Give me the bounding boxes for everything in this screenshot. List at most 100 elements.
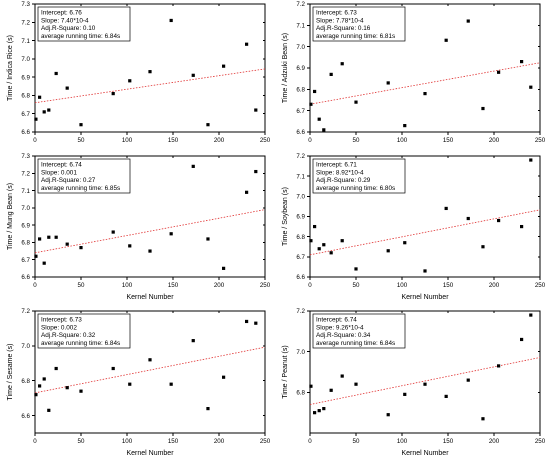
stats-line: average running time: 6.85s xyxy=(41,185,120,192)
data-point xyxy=(254,108,258,112)
stats-line: Intercept: 6.71 xyxy=(316,162,357,169)
x-tick-label: 100 xyxy=(397,438,408,445)
data-point xyxy=(481,106,485,111)
y-axis-label: Time / Indica Rice (s) xyxy=(7,35,14,101)
y-tick-label: 6.8 xyxy=(21,240,30,247)
x-tick-label: 150 xyxy=(168,137,179,144)
y-tick-label: 7.0 xyxy=(296,44,305,51)
x-tick-label: 200 xyxy=(489,137,500,144)
data-point xyxy=(466,19,470,23)
stats-line: average running time: 6.81s xyxy=(316,33,395,40)
y-tick-label: 7.2 xyxy=(21,308,30,315)
y-tick-label: 6.9 xyxy=(296,65,305,72)
scatter-panel-1: 0 50 100 150 200 250 6.6 6.7 6.8 6.9 7.0 7.1 7.2 7.3 T… xyxy=(7,1,271,144)
stats-line: Intercept: 6.73 xyxy=(41,317,82,324)
scatter-panel-3: 0 50 100 150 200 250 6.6 6.7 6.8 6.9 7.0 7.1 7.2 7.3 T… xyxy=(7,153,271,301)
data-point xyxy=(169,18,173,23)
data-point xyxy=(354,382,358,386)
data-point xyxy=(309,239,313,243)
x-axis-label: Kernel Number xyxy=(401,450,449,457)
data-point xyxy=(54,366,58,371)
x-tick-label: 250 xyxy=(535,137,546,144)
y-axis-label: Time / Adzuki Bean (s) xyxy=(282,33,289,103)
x-tick-label: 100 xyxy=(397,282,408,289)
x-axis-label: Kernel Number xyxy=(401,294,449,301)
data-point xyxy=(191,73,195,77)
data-point xyxy=(313,224,317,229)
plot-frame xyxy=(34,155,266,278)
y-tick-label: 7.2 xyxy=(21,19,30,26)
y-tick-label: 6.7 xyxy=(21,257,30,264)
x-tick-label: 0 xyxy=(308,438,312,445)
stats-line: Intercept: 6.74 xyxy=(41,162,82,169)
data-point xyxy=(329,388,333,392)
y-axis-label: Time / Peanut (s) xyxy=(282,345,289,398)
data-point xyxy=(529,85,533,89)
stats-box xyxy=(37,158,131,194)
data-point xyxy=(529,158,533,162)
y-tick-label: 6.8 xyxy=(296,87,305,94)
data-point xyxy=(65,86,69,90)
data-point xyxy=(206,123,210,127)
y-axis-label: Time / Sesame (s) xyxy=(7,344,14,401)
plot-frame xyxy=(309,310,541,434)
data-point xyxy=(322,407,326,411)
x-tick-label: 150 xyxy=(443,282,454,289)
data-point xyxy=(386,81,390,85)
fit-line xyxy=(34,68,266,104)
data-point xyxy=(128,382,132,386)
x-tick-label: 250 xyxy=(260,438,271,445)
y-tick-label: 6.6 xyxy=(21,274,30,281)
data-point xyxy=(34,254,38,258)
data-point xyxy=(169,232,173,236)
data-point xyxy=(481,417,485,421)
x-axis-label: Kernel Number xyxy=(126,450,174,457)
data-point xyxy=(65,242,69,246)
x-tick-label: 250 xyxy=(535,282,546,289)
fit-line xyxy=(309,62,541,105)
x-tick-label: 200 xyxy=(214,438,225,445)
y-tick-label: 7.2 xyxy=(296,153,305,160)
data-point xyxy=(47,235,51,239)
scatter-panel-6: 0 50 100 150 200 250 6.8 7.0 7.2 Time / Peanut (s… xyxy=(282,308,546,457)
data-point xyxy=(206,407,210,411)
data-point xyxy=(444,206,448,211)
y-tick-label: 6.8 xyxy=(296,234,305,241)
data-point xyxy=(34,117,38,121)
data-point xyxy=(54,235,58,239)
y-tick-label: 7.0 xyxy=(21,205,30,212)
y-tick-label: 6.9 xyxy=(21,74,30,81)
fit-line xyxy=(309,357,541,405)
y-tick-label: 6.8 xyxy=(296,390,305,397)
stats-line: Slope: 7.78*10-4 xyxy=(316,17,364,24)
stats-box xyxy=(312,313,406,349)
data-point xyxy=(317,409,321,413)
data-point xyxy=(403,124,407,128)
data-point xyxy=(497,218,501,223)
data-point xyxy=(38,237,42,241)
stats-line: Adj.R-Square: 0.10 xyxy=(41,25,96,32)
data-point xyxy=(340,62,344,66)
y-tick-label: 6.8 xyxy=(21,93,30,100)
stats-line: average running time: 6.84s xyxy=(41,33,120,40)
data-point xyxy=(322,128,326,132)
data-point xyxy=(520,224,524,229)
data-point xyxy=(148,358,152,362)
stats-line: Slope: 9.26*10-4 xyxy=(316,324,364,331)
data-point xyxy=(111,92,115,96)
data-point xyxy=(481,245,485,249)
x-tick-label: 200 xyxy=(489,282,500,289)
stats-box xyxy=(37,313,131,349)
data-point xyxy=(444,38,448,42)
x-tick-label: 250 xyxy=(535,438,546,445)
data-point xyxy=(309,102,313,106)
y-tick-label: 7.0 xyxy=(296,194,305,201)
data-point xyxy=(54,71,58,76)
y-tick-label: 6.8 xyxy=(21,378,30,385)
data-point xyxy=(444,394,448,398)
data-point xyxy=(206,237,210,241)
data-point xyxy=(313,89,317,94)
scatter-panel-2: 0 50 100 150 200 250 6.6 6.7 6.8 6.9 7.0 7.1 7.2 Time… xyxy=(282,1,546,144)
y-tick-label: 7.1 xyxy=(21,188,30,195)
y-tick-label: 6.6 xyxy=(296,129,305,136)
